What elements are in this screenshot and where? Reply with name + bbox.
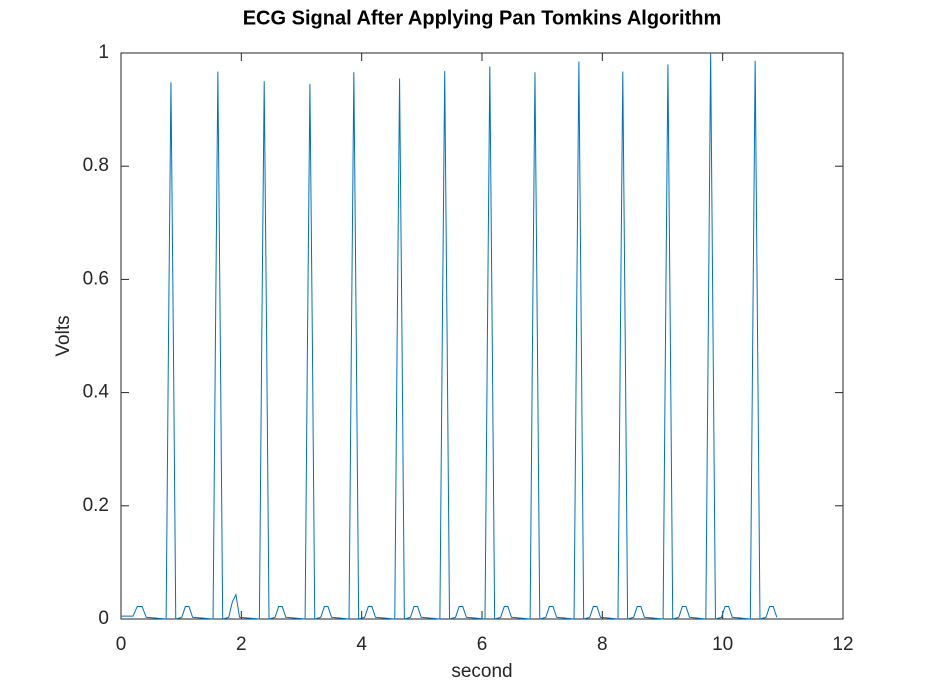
plot-frame (120, 52, 844, 620)
x-tick-label: 2 (236, 634, 247, 655)
x-tick-label: 10 (712, 634, 733, 655)
x-tick-label: 6 (477, 634, 488, 655)
y-tick-label: 0 (98, 608, 109, 629)
x-axis-label: second (451, 661, 512, 682)
y-tick-label: 1 (98, 42, 109, 63)
chart-title: ECG Signal After Applying Pan Tomkins Al… (243, 7, 722, 29)
y-tick-label: 0.4 (83, 382, 110, 403)
x-tick-label: 8 (597, 634, 608, 655)
y-axis-label: Volts (53, 315, 74, 356)
x-tick-label: 0 (116, 634, 127, 655)
x-tick-label: 4 (356, 634, 367, 655)
x-tick-label: 12 (832, 634, 853, 655)
ecg-line (121, 52, 778, 620)
y-tick-label: 0.6 (83, 268, 109, 289)
y-tick-label: 0.2 (83, 495, 109, 516)
y-tick-label: 0.8 (83, 155, 109, 176)
